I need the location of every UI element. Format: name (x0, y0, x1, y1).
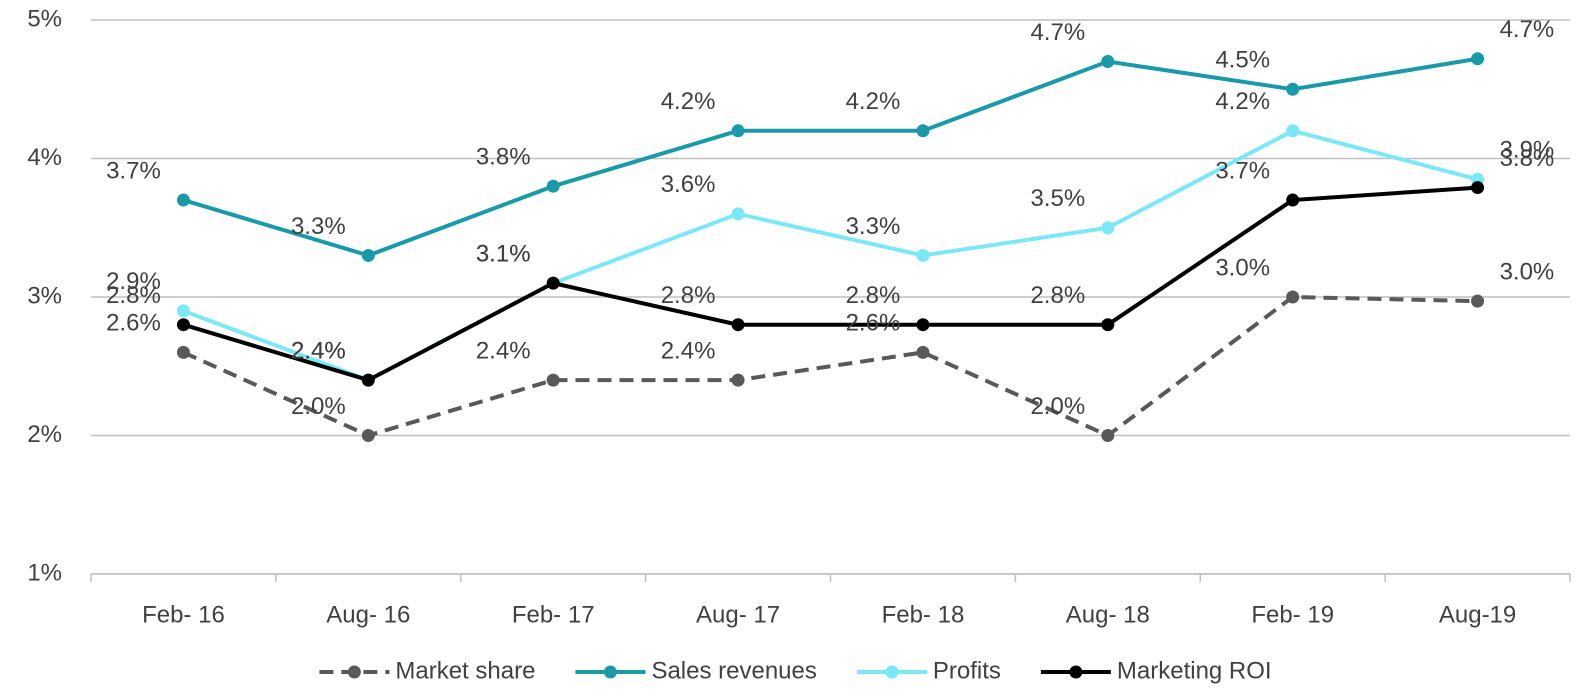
data-label: 2.9% (106, 268, 161, 295)
data-point (1471, 181, 1485, 195)
data-label: 3.3% (846, 213, 901, 240)
series-line (182, 294, 1478, 438)
data-label: 4.7% (1030, 19, 1085, 46)
x-tick-label: Aug- 16 (326, 601, 410, 628)
y-tick-label: 5% (27, 5, 62, 32)
data-label: 2.4% (476, 337, 531, 364)
data-point (731, 207, 745, 221)
x-tick-label: Feb- 19 (1251, 601, 1334, 628)
data-label: 2.6% (846, 310, 901, 337)
data-label: 2.6% (106, 310, 161, 337)
data-label: 2.0% (291, 393, 346, 420)
data-point (916, 318, 930, 332)
data-label: 4.2% (846, 88, 901, 115)
legend-label: Sales revenues (651, 657, 816, 684)
data-label: 3.3% (291, 213, 346, 240)
data-label: 2.4% (661, 337, 716, 364)
data-label: 2.8% (661, 282, 716, 309)
legend-label: Profits (933, 657, 1001, 684)
data-point (1471, 52, 1485, 66)
data-label: 2.0% (1030, 393, 1085, 420)
series-line (182, 56, 1478, 258)
data-point (546, 276, 560, 290)
legend-marker (885, 665, 899, 679)
data-point (546, 373, 560, 387)
data-label: 3.5% (1030, 185, 1085, 212)
data-point (361, 373, 375, 387)
data-point (361, 248, 375, 262)
legend-marker (603, 665, 617, 679)
y-tick-label: 3% (27, 282, 62, 309)
y-tick-label: 2% (27, 421, 62, 448)
data-point (1101, 429, 1115, 442)
data-label: 2.8% (1030, 282, 1085, 309)
data-label: 3.0% (1215, 254, 1270, 281)
data-point (1286, 124, 1300, 138)
data-label: 2.4% (291, 337, 346, 364)
data-label: 4.5% (1215, 47, 1270, 74)
series-line (182, 185, 1478, 383)
x-tick-label: Feb- 16 (142, 601, 225, 628)
y-tick-label: 4% (27, 144, 62, 171)
x-tick-label: Aug- 17 (696, 601, 780, 628)
data-label: 3.6% (661, 171, 716, 198)
data-label: 3.9% (1500, 137, 1555, 164)
data-label: 2.8% (106, 282, 161, 309)
data-label: 3.8% (476, 144, 531, 171)
x-tick-label: Aug- 18 (1066, 601, 1150, 628)
data-point (731, 318, 745, 332)
data-point (176, 304, 190, 318)
data-label: 3.0% (1500, 258, 1555, 285)
data-point (916, 124, 930, 138)
x-tick-label: Feb- 17 (512, 601, 595, 628)
data-point (361, 429, 375, 442)
data-point (1286, 193, 1300, 207)
data-point (731, 124, 745, 138)
data-label: 3.7% (106, 157, 161, 184)
legend-marker (1069, 665, 1083, 679)
data-label: 4.2% (661, 88, 716, 115)
legend-marker (347, 665, 361, 679)
x-tick-label: Aug-19 (1439, 601, 1516, 628)
data-point (916, 345, 930, 359)
series-line (182, 128, 1479, 383)
data-point (916, 248, 930, 262)
data-label: 4.7% (1500, 16, 1555, 43)
data-point (176, 345, 190, 359)
data-point (1471, 294, 1485, 308)
data-point (176, 318, 190, 332)
legend-label: Marketing ROI (1117, 657, 1272, 684)
data-point (1286, 82, 1300, 96)
data-label: 3.1% (476, 240, 531, 267)
data-label: 3.8% (1500, 145, 1555, 172)
y-tick-label: 1% (27, 559, 62, 586)
data-label: 2.8% (846, 282, 901, 309)
data-point (1101, 318, 1115, 332)
data-label: 2.4% (291, 337, 346, 364)
data-label: 4.2% (1215, 88, 1270, 115)
data-label: 3.7% (1215, 157, 1270, 184)
data-point (546, 179, 560, 193)
data-label: 3.1% (476, 240, 531, 267)
data-point (731, 373, 745, 387)
data-point (1101, 55, 1115, 69)
data-point (1286, 290, 1300, 304)
data-point (1101, 221, 1115, 235)
data-point (176, 193, 190, 207)
legend-label: Market share (395, 657, 535, 684)
x-tick-label: Feb- 18 (882, 601, 965, 628)
